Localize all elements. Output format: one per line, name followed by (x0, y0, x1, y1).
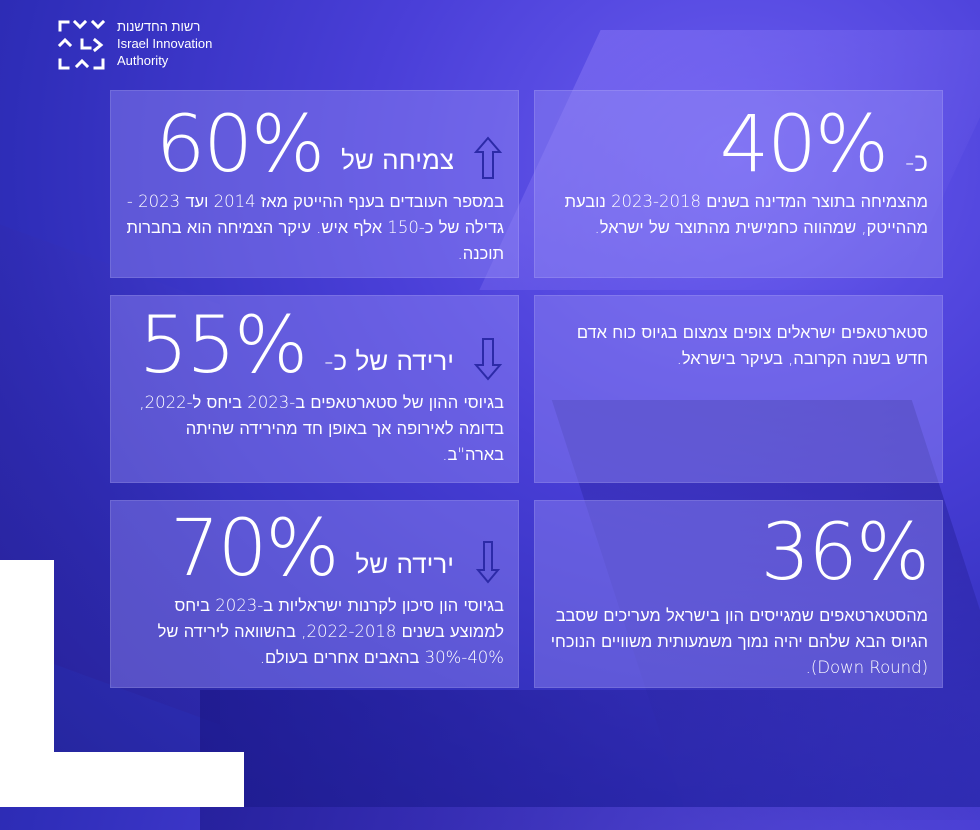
stat-card-vc-funds: ירידה של 70% בגיוסי הון סיכון לקרנות ישר… (110, 500, 519, 688)
stat-value: 55% (138, 301, 308, 391)
stat-kicker: ירידה של (355, 550, 454, 580)
logo-english-line2: Authority (117, 53, 169, 68)
stat-kicker: צמיחה של (341, 146, 454, 176)
stat-value: 70% (170, 504, 339, 594)
decorative-white-block-bottom (0, 752, 244, 807)
stat-description: מהסטארטאפים שמגייסים הון בישראל מעריכים … (550, 606, 928, 677)
stat-description: מהצמיחה בתוצר המדינה בשנים 2023-2018 נוב… (564, 192, 928, 237)
logo-english-line1: Israel Innovation (117, 36, 213, 51)
stat-kicker: ירידה של כ- (324, 347, 454, 377)
stat-description: בגיוסי הון סיכון לקרנות ישראליות ב-2023 … (157, 596, 504, 667)
stat-card-startup-funding: ירידה של כ- 55% בגיוסי ההון של סטארטאפים… (110, 295, 519, 483)
stat-kicker: כ- (904, 148, 928, 178)
logo-hebrew-text: רשות החדשנות (117, 19, 201, 34)
down-arrow-icon (473, 338, 503, 381)
stat-card-hiring: סטארטאפים ישראלים צופים צמצום בגיוס כוח … (534, 295, 943, 483)
stat-card-down-round: 36% מהסטארטאפים שמגייסים הון בישראל מערי… (534, 500, 943, 688)
stat-card-gdp: כ- 40% מהצמיחה בתוצר המדינה בשנים 2023-2… (534, 90, 943, 278)
stat-description: סטארטאפים ישראלים צופים צמצום בגיוס כוח … (576, 323, 928, 368)
logo-icon (57, 19, 106, 70)
logo: רשות החדשנות Israel Innovation Authority (57, 18, 212, 72)
stat-description: בגיוסי ההון של סטארטאפים ב-2023 ביחס ל-2… (139, 393, 504, 464)
stat-description: במספר העובדים בענף ההייטק מאז 2014 ועד 2… (126, 192, 505, 263)
down-arrow-icon (475, 541, 501, 584)
stat-card-employees: צמיחה של 60% במספר העובדים בענף ההייטק מ… (110, 90, 519, 278)
up-arrow-icon (473, 136, 503, 179)
stat-value: 40% (719, 100, 889, 190)
stat-value: 60% (155, 100, 325, 190)
stat-value: 36% (760, 508, 930, 598)
